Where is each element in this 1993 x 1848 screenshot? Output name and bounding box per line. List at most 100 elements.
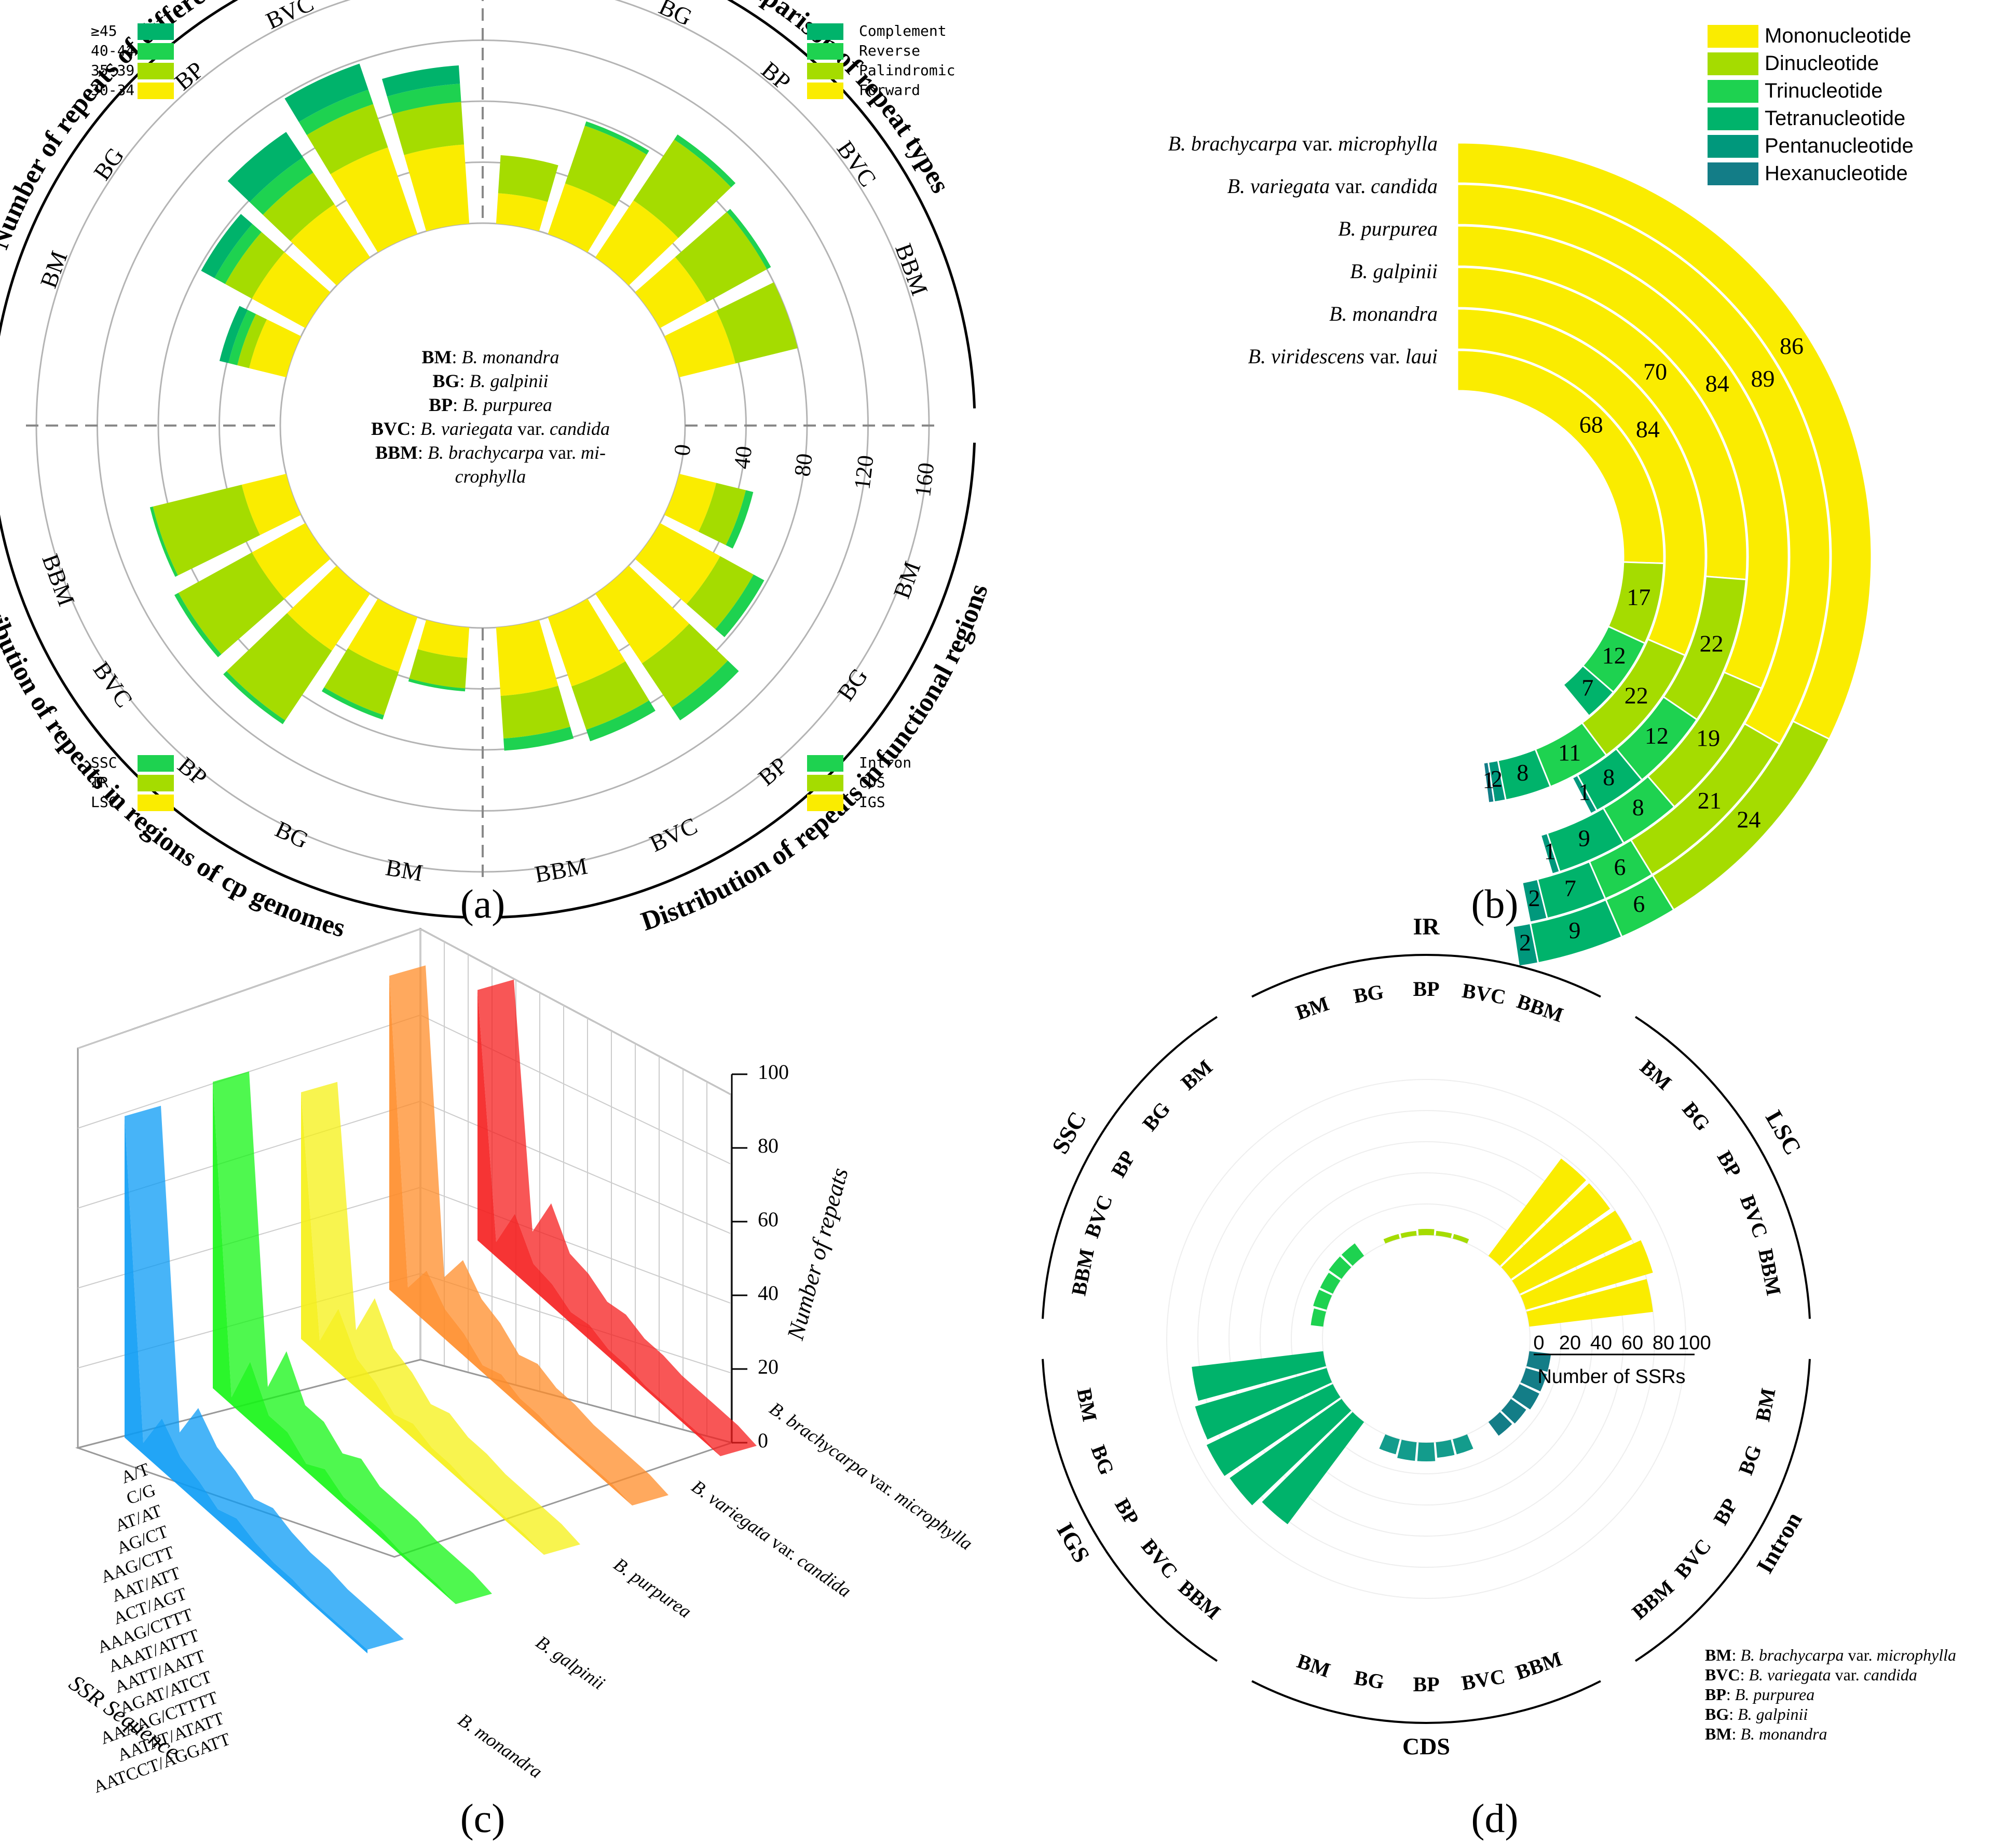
- category-label-BP: BP: [173, 752, 212, 791]
- ring-label: B. purpurea: [1338, 217, 1438, 240]
- ring-data-label: 22: [1700, 631, 1724, 657]
- bar-CDS-BBM: [1453, 1434, 1473, 1455]
- category-label-BM: BM: [888, 558, 925, 602]
- ring-segment-Tetranucleotide: [1562, 664, 1615, 717]
- legend-swatch: [138, 755, 174, 772]
- bar-segment-Forward: [496, 193, 548, 231]
- radial-tick-label: 80: [789, 452, 817, 478]
- legend-label: Palindromic: [859, 62, 955, 79]
- category-label: BM: [1294, 1649, 1333, 1682]
- legend-label: LSC: [91, 793, 117, 811]
- bar-IR-BM: [1383, 1234, 1400, 1244]
- bar-segment-IGS: [548, 598, 626, 687]
- legend-line: BG: B. galpinii: [1705, 1705, 1808, 1723]
- ring-data-label: 21: [1698, 787, 1722, 814]
- ring-segment-Hexanucleotide: [1482, 761, 1495, 804]
- legend-label: ≥45: [91, 22, 117, 39]
- bar-segment-Reverse: [584, 121, 649, 155]
- legend-swatch: [1708, 52, 1758, 75]
- grid-circle: [1166, 1079, 1686, 1599]
- category-label: BM: [1635, 1055, 1676, 1094]
- ring-label: B. variegata var. candida: [1227, 174, 1438, 198]
- category-label: BP: [1110, 1494, 1144, 1529]
- ring-data-label: 12: [1602, 642, 1626, 668]
- bar-Intron-BP: [1512, 1384, 1539, 1410]
- bar-segment-IR: [409, 649, 468, 689]
- ring-data-label: 12: [1645, 722, 1669, 749]
- ribbon-top-B. galpinii: [213, 1071, 492, 1604]
- ring-data-label: 86: [1780, 333, 1804, 359]
- bar-segment-40-44: [228, 310, 256, 365]
- bar-segment-IGS: [664, 474, 717, 532]
- legend-label: Trinucleotide: [1765, 79, 1883, 102]
- grid-circle: [1322, 1235, 1531, 1443]
- category-label: BG: [1353, 1666, 1386, 1694]
- panel-label-b: (b): [1471, 881, 1519, 926]
- y-axis-label: Number of repeats: [782, 1165, 853, 1343]
- axis-tick-label: 100: [1678, 1332, 1711, 1354]
- category-label: BM: [1293, 992, 1332, 1025]
- ring-label: B. viridescens var. laui: [1248, 345, 1438, 368]
- category-label: BBM: [1067, 1247, 1099, 1297]
- legend-swatch: [807, 43, 843, 60]
- panel-b-chart: 6817127842211821702212818419891892167286…: [1168, 24, 1914, 967]
- ring-data-label: 1: [1578, 778, 1590, 805]
- axis-tick-label: 0: [1533, 1332, 1544, 1354]
- ribbon-top-B. monandra: [125, 1105, 404, 1650]
- legend-line: BM: B. monandra: [1705, 1724, 1827, 1743]
- bar-LSC-BBM: [1526, 1279, 1653, 1327]
- y-tick-label: 20: [758, 1355, 779, 1378]
- ring-segment-Pentanucleotide: [1571, 774, 1598, 815]
- legend-label: Pentanucleotide: [1765, 134, 1914, 157]
- bar-segment-Palindromic: [498, 155, 558, 202]
- category-label-BVC: BVC: [88, 656, 138, 712]
- bar-segment-SSC: [408, 678, 466, 692]
- legend-swatch: [138, 795, 174, 811]
- bar-segment-IR: [226, 613, 332, 721]
- legend-swatch: [1708, 25, 1758, 48]
- category-label: BP: [1413, 977, 1439, 1001]
- bar-segment-LSC: [417, 620, 470, 658]
- bar-segment-Reverse: [727, 209, 771, 269]
- radial-tick-label: 120: [849, 454, 879, 490]
- bar-IGS-BG: [1195, 1368, 1332, 1440]
- center-legend-line: BBM: B. brachycarpa var. mi-: [375, 442, 606, 463]
- panel-label-c: (c): [460, 1796, 506, 1841]
- legend-swatch: [807, 83, 843, 99]
- center-legend-line: BVC: B. variegata var. candida: [371, 418, 610, 439]
- category-label: BBM: [1174, 1576, 1225, 1624]
- category-label: BG: [1678, 1097, 1715, 1135]
- section-arc: [0, 514, 466, 919]
- ring-data-label: 7: [1564, 875, 1576, 901]
- radial-tick-label: 160: [910, 461, 939, 498]
- bar-segment-Intron: [503, 727, 574, 751]
- ring-data-label: 22: [1625, 682, 1648, 708]
- category-label: BVC: [1137, 1535, 1182, 1583]
- bar-LSC-BM: [1488, 1158, 1586, 1266]
- legend-label: 30-34: [91, 81, 134, 99]
- center-legend-line: crophylla: [455, 466, 526, 487]
- ring-data-label: 7: [1581, 674, 1593, 701]
- ribbon-top-B. variegata var. candida: [389, 965, 668, 1505]
- category-label: BM: [1072, 1386, 1101, 1423]
- bar-IGS-BBM: [1262, 1412, 1364, 1525]
- category-label-BM: BM: [384, 854, 425, 886]
- legend-label: IGS: [859, 793, 885, 811]
- category-label-BP: BP: [756, 57, 796, 95]
- category-label: BG: [1086, 1442, 1118, 1478]
- legend-swatch: [807, 755, 843, 772]
- ring-label: B. brachycarpa var. microphylla: [1168, 132, 1438, 155]
- legend-label: IR: [91, 774, 108, 791]
- y-tick-label: 100: [758, 1060, 789, 1084]
- legend-line: BP: B. purpurea: [1705, 1685, 1814, 1704]
- bar-segment-CDS: [571, 661, 649, 730]
- axis-tick-label: 20: [1559, 1332, 1581, 1354]
- category-label: BBM: [1514, 989, 1566, 1026]
- legend-swatch: [807, 63, 843, 79]
- ring-data-label: 11: [1558, 740, 1581, 766]
- ribbon-top-B. purpurea: [301, 1082, 580, 1555]
- legend-label: SSC: [91, 754, 117, 771]
- ring-data-label: 8: [1603, 764, 1615, 790]
- center-legend-line: BG: B. galpinii: [432, 371, 548, 391]
- bar-LSC-BG: [1501, 1183, 1610, 1279]
